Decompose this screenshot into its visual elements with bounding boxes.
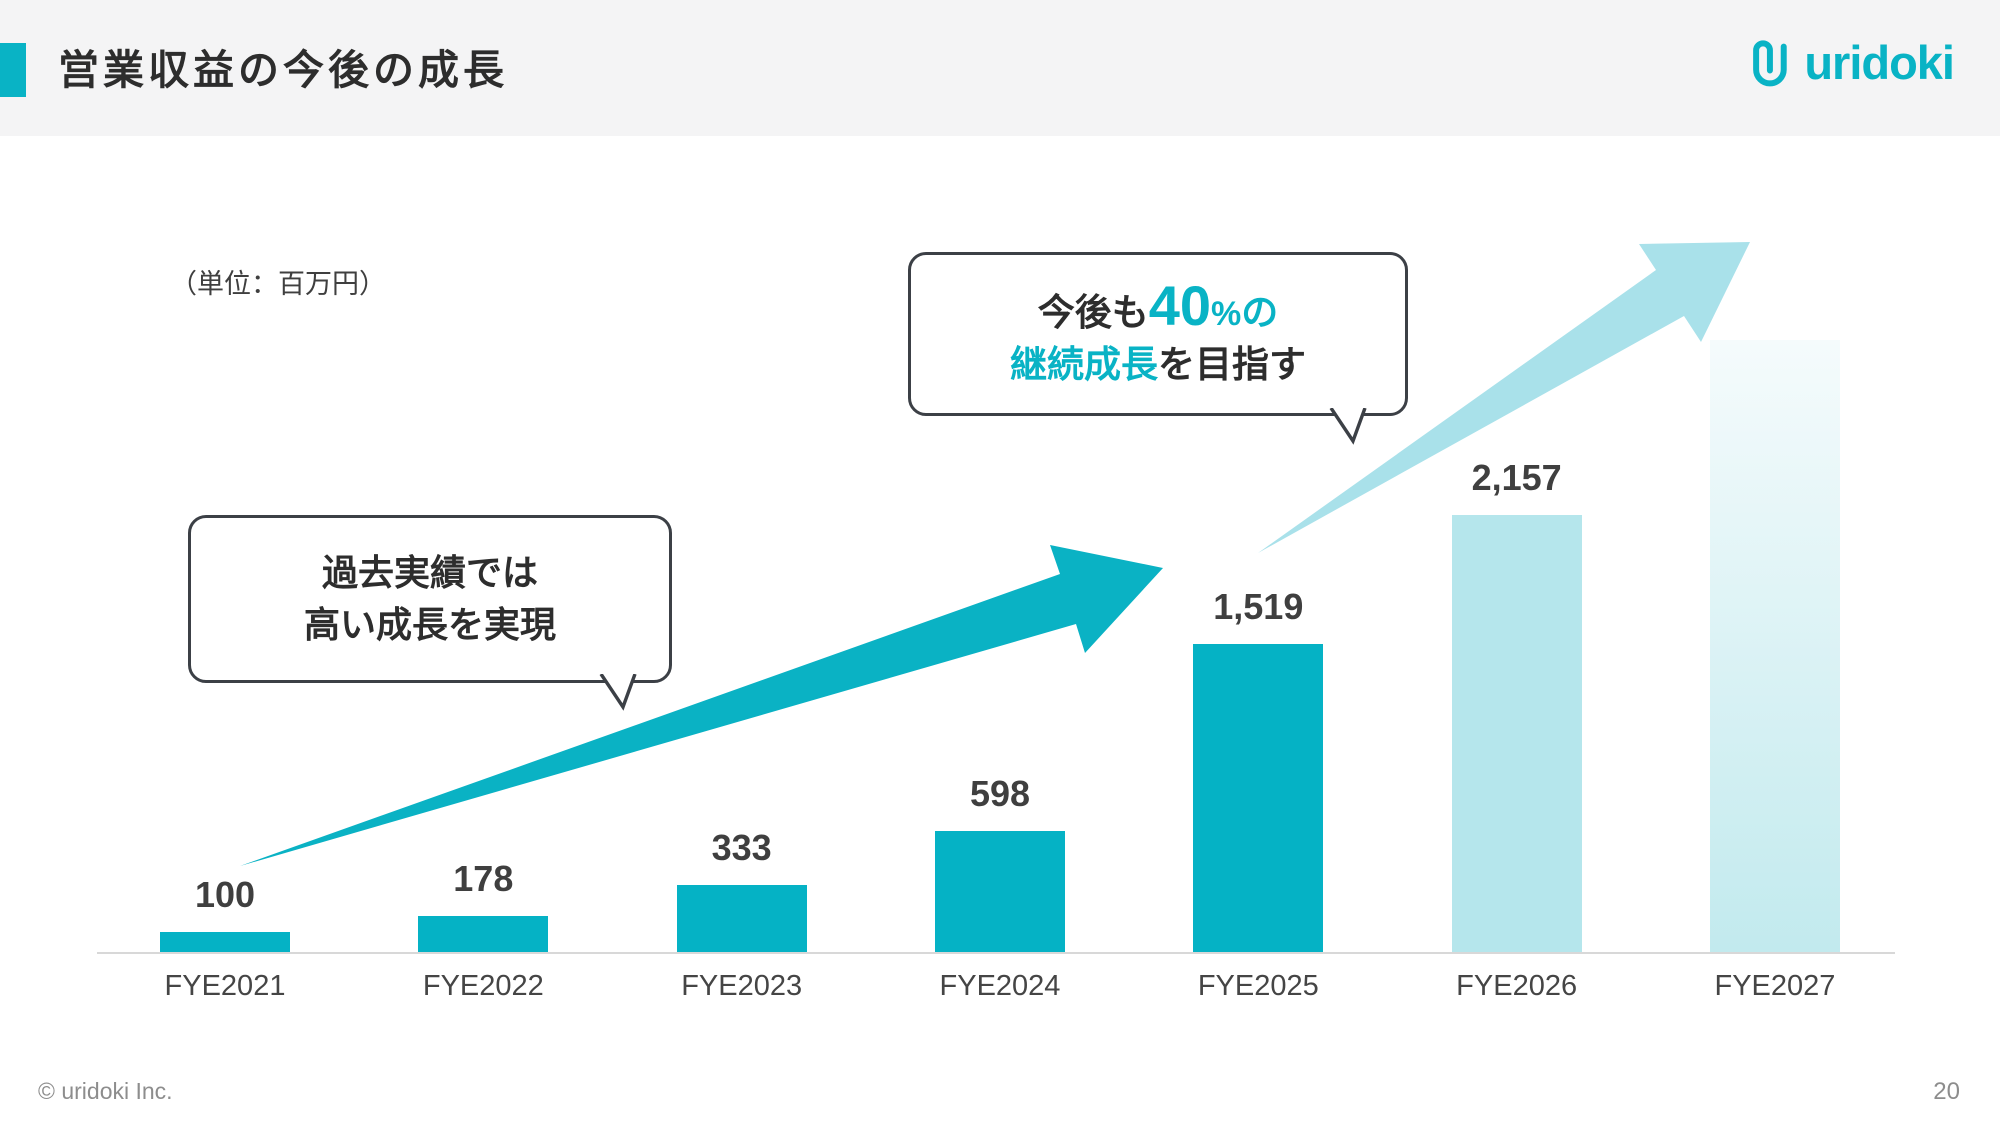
bar-value-FYE2025: 1,519 [1213, 586, 1304, 627]
header-band: 営業収益の今後の成長 uridoki [0, 0, 2000, 136]
percent-sign: % [1211, 294, 1242, 333]
unit-label: （単位：百万円） [170, 269, 386, 299]
future-growth-callout: 今後も 40 % の 継続成長 を目指す [908, 252, 1408, 416]
future-callout-tail [1329, 408, 1367, 445]
copyright: © uridoki Inc. [38, 1078, 173, 1104]
bar-FYE2021 [160, 932, 290, 952]
x-axis-label-FYE2027: FYE2027 [1714, 970, 1836, 1002]
logo-wordmark: uridoki [1804, 35, 1955, 89]
bar-FYE2025 [1193, 644, 1324, 952]
continued-growth-highlight: 継続成長 [1010, 343, 1158, 385]
future-callout-prefix: 今後も [1037, 291, 1149, 333]
uridoki-logo: uridoki [1746, 30, 1955, 94]
x-axis-label-FYE2023: FYE2023 [681, 970, 803, 1002]
past-results-callout: 過去実績では 高い成長を実現 [188, 515, 672, 683]
future-callout-line1: 今後も 40 % の [1037, 273, 1279, 339]
x-axis-label-FYE2024: FYE2024 [939, 970, 1061, 1002]
x-axis-label-FYE2026: FYE2026 [1456, 970, 1578, 1002]
future-callout-line2: 継続成長 を目指す [1010, 339, 1306, 391]
x-axis-label-FYE2022: FYE2022 [422, 970, 544, 1002]
bar-FYE2023 [676, 885, 807, 952]
x-axis-label-FYE2025: FYE2025 [1197, 970, 1319, 1002]
future-callout-no: の [1241, 291, 1279, 333]
past-callout-tail [599, 674, 637, 711]
bar-value-FYE2023: 333 [711, 827, 772, 868]
bar-FYE2024 [934, 831, 1065, 952]
growth-rate-number: 40 [1148, 273, 1212, 337]
paperclip-u-icon [1753, 40, 1788, 87]
bar-value-FYE2026: 2,157 [1471, 457, 1562, 498]
bar-value-FYE2024: 598 [969, 773, 1031, 814]
future-callout-rest: を目指す [1158, 343, 1306, 385]
title-accent-bar [0, 43, 26, 97]
past-callout-line1: 過去実績では [321, 551, 538, 593]
bar-FYE2022 [418, 916, 549, 952]
page-number: 20 [1933, 1078, 1960, 1105]
bar-value-FYE2021: 100 [194, 874, 256, 915]
page-title: 営業収益の今後の成長 [58, 47, 508, 93]
past-callout-line2: 高い成長を実現 [303, 604, 556, 645]
x-axis-label-FYE2021: FYE2021 [164, 970, 286, 1002]
bar-FYE2026 [1451, 515, 1582, 952]
x-axis-baseline [97, 952, 1895, 954]
bar-value-FYE2022: 178 [453, 858, 514, 899]
bar-FYE2027 [1709, 340, 1840, 952]
